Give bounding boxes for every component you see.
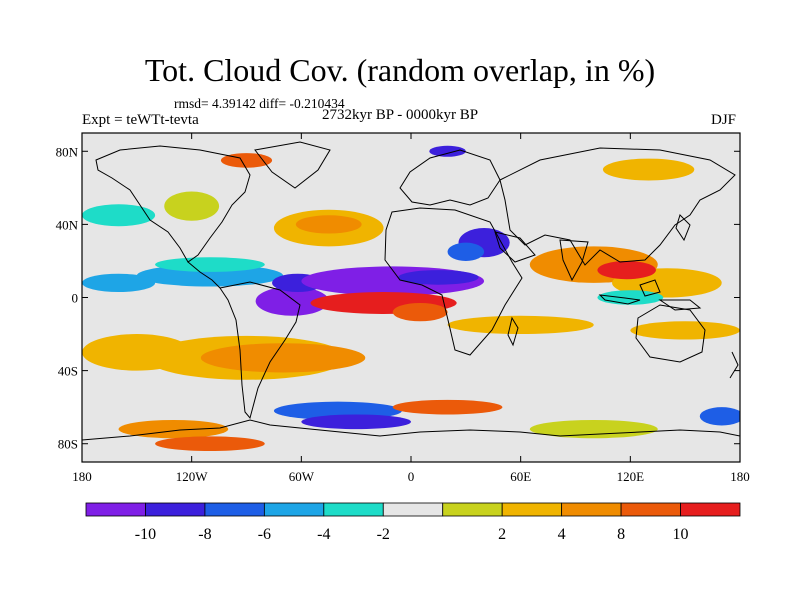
coast-north-america (95, 145, 251, 263)
colorbar-label: 2 (498, 526, 506, 543)
colorbar-swatch-10 (680, 502, 741, 517)
colorbar-swatch-3 (263, 502, 325, 517)
anomaly-region-28 (155, 436, 265, 452)
anomaly-region-33 (447, 315, 594, 335)
colorbar-label: -2 (377, 526, 390, 543)
experiment-label: Expt = teWTt-tevta (82, 112, 199, 128)
colorbar-label: -10 (135, 526, 156, 543)
coast-india (559, 239, 589, 282)
anomaly-region-9 (398, 270, 479, 285)
coast-central-america (187, 261, 221, 289)
anomaly-region-30 (529, 419, 658, 439)
anomaly-region-29 (392, 399, 503, 415)
anomaly-region-17 (447, 242, 485, 261)
anomaly-fields (82, 145, 740, 452)
lat-tick-label: 0 (72, 291, 79, 306)
coast-greenland (254, 141, 331, 189)
coast-antarctica (82, 419, 740, 441)
anomaly-region-3 (136, 264, 284, 287)
lon-tick-label: 60W (289, 469, 315, 484)
colorbar-swatch-8 (561, 502, 622, 517)
colorbar-label: -4 (317, 526, 330, 543)
coast-asia (499, 147, 736, 266)
colorbar-swatch-9 (620, 502, 681, 517)
lon-tick-label: 120W (176, 469, 209, 484)
anomaly-region-31 (699, 407, 740, 426)
lon-tick-label: 120E (617, 469, 645, 484)
coast-indonesia-1 (598, 294, 641, 305)
coast-madagascar (507, 316, 519, 347)
lat-tick-label: 40S (58, 364, 78, 379)
anomaly-region-4 (155, 257, 265, 272)
anomaly-region-13 (295, 215, 362, 234)
anomaly-region-14 (164, 191, 220, 221)
colorbar-swatch-0 (85, 502, 146, 517)
colorbar-label: 4 (558, 526, 566, 543)
anomaly-region-20 (597, 260, 656, 280)
anomaly-region-32 (630, 321, 740, 340)
lon-tick-label: 60E (510, 469, 531, 484)
coast-europe (399, 149, 501, 206)
lat-tick-label: 80S (58, 437, 78, 452)
anomaly-region-15 (82, 204, 156, 227)
axis-ticks: 80N 40N 0 40S 80S 180 120W 60W 0 60E 120E 180 (56, 133, 750, 484)
lon-tick-label: 180 (72, 469, 92, 484)
time-period-label: 2732kyr BP - 0000kyr BP (322, 107, 479, 123)
colorbar-swatch-6 (442, 502, 503, 517)
anomaly-region-24 (602, 158, 695, 181)
rmsd-diff-stats: rmsd= 4.39142 diff= -0.210434 (174, 96, 345, 111)
coast-arabia (494, 231, 536, 263)
map-title: Tot. Cloud Cov. (random overlap, in %) (144, 52, 656, 88)
colorbar-swatch-5 (382, 502, 444, 517)
colorbar: -10 -8 -6 -4 -2 2 4 8 10 (85, 502, 741, 543)
colorbar-label: -6 (258, 526, 271, 543)
anomaly-region-21 (597, 290, 664, 305)
anomaly-region-5 (82, 273, 156, 293)
lat-tick-label: 80N (56, 144, 79, 159)
anomaly-region-1 (200, 343, 366, 373)
colorbar-label: -8 (198, 526, 211, 543)
coast-south-america (219, 281, 301, 420)
anomaly-region-11 (392, 302, 448, 322)
anomaly-region-6 (255, 286, 329, 316)
coastlines (82, 141, 740, 441)
lon-tick-label: 0 (408, 469, 415, 484)
colorbar-swatch-2 (204, 502, 265, 517)
coast-new-zealand (729, 351, 739, 379)
anomaly-region-22 (429, 145, 466, 157)
colorbar-swatch-4 (323, 502, 384, 517)
colorbar-swatch-1 (145, 502, 206, 517)
coast-australia (635, 304, 706, 363)
coast-indonesia-2 (639, 279, 661, 297)
anomaly-region-2 (82, 334, 192, 371)
lat-tick-label: 40N (56, 217, 79, 232)
season-label: DJF (710, 112, 736, 128)
colorbar-swatch-7 (501, 502, 563, 517)
colorbar-label: 8 (617, 526, 625, 543)
anomaly-region-26 (301, 414, 411, 430)
lon-tick-label: 180 (730, 469, 750, 484)
coast-africa (384, 207, 523, 356)
colorbar-label: 10 (673, 526, 689, 543)
coast-japan (675, 214, 691, 242)
